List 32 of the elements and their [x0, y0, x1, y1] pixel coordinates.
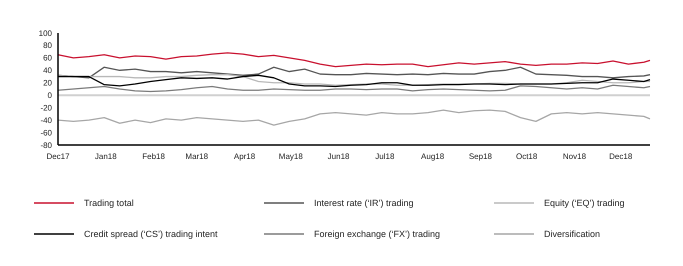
y-tick-label: 60: [43, 54, 53, 63]
x-tick-label: Sep18: [468, 152, 493, 161]
y-tick-label: 20: [43, 78, 53, 88]
x-tick-label: Mar18: [185, 152, 209, 161]
x-tick-label: Oct18: [516, 152, 538, 161]
x-tick-label: Aug18: [421, 152, 445, 161]
legend-label: Diversification: [544, 229, 600, 240]
legend-label: Interest rate (‘IR’) trading: [314, 198, 414, 208]
legend-label: Equity (‘EQ’) trading: [544, 198, 625, 208]
y-tick-label: -20: [40, 103, 53, 112]
line-series: [57, 110, 651, 126]
legend-label: Credit spread (‘CS’) trading intent: [84, 229, 218, 240]
x-tick-label: Dec18: [609, 152, 633, 161]
x-tick-label: Jul18: [375, 152, 395, 161]
y-tick-label: -80: [40, 140, 53, 150]
legend-label: Trading total: [84, 198, 134, 208]
x-tick-label: Feb18: [142, 152, 166, 161]
x-tick-label: Jun18: [328, 152, 350, 161]
y-tick-label: -40: [40, 116, 53, 125]
legend-label: Foreign exchange (‘FX’) trading: [314, 229, 440, 240]
y-tick-label: 40: [43, 66, 53, 76]
y-tick-label: 100: [38, 28, 53, 38]
x-tick-label: Dec17: [46, 152, 70, 161]
x-tick-label: Apr18: [234, 152, 256, 161]
x-tick-label: May18: [278, 152, 304, 161]
y-tick-label: -60: [40, 128, 53, 138]
y-tick-label: 80: [43, 41, 53, 50]
x-tick-label: Nov18: [562, 152, 587, 161]
x-tick-label: Jan18: [94, 152, 118, 161]
line-series: [57, 52, 651, 68]
line-series: [57, 84, 651, 92]
y-tick-label: 0: [48, 91, 53, 100]
